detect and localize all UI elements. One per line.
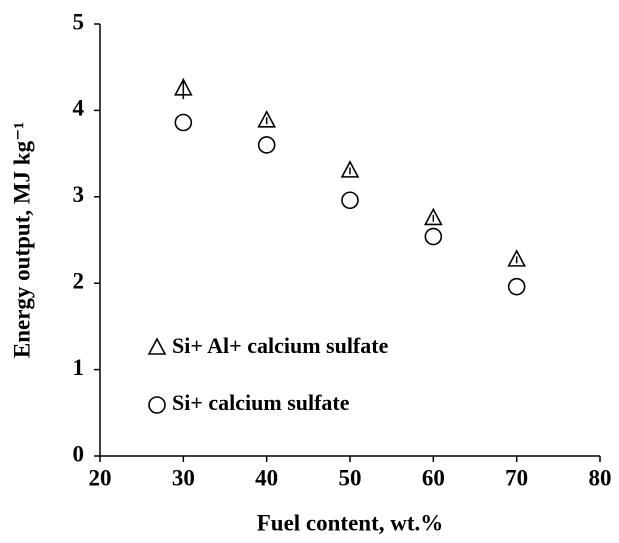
- circle-marker: [174, 113, 193, 132]
- x-tick-label: 70: [505, 465, 528, 490]
- x-tick-label: 80: [589, 465, 612, 490]
- x-tick-label: 50: [339, 465, 362, 490]
- y-axis-title: Energy output, MJ kg⁻¹: [9, 122, 34, 358]
- y-tick-label: 5: [73, 9, 85, 34]
- triangle-marker: [423, 207, 443, 226]
- triangle-marker: [257, 110, 277, 128]
- legend-label: Si+ Al+ calcium sulfate: [172, 333, 389, 358]
- legend-label: Si+ calcium sulfate: [172, 390, 350, 415]
- y-tick-label: 4: [73, 96, 85, 121]
- circle-marker: [257, 136, 276, 154]
- y-tick-label: 3: [73, 182, 85, 207]
- triangle-marker: [507, 249, 527, 267]
- x-tick-label: 30: [172, 465, 195, 490]
- circle-marker: [507, 277, 526, 296]
- circle-marker: [148, 396, 166, 414]
- triangle-marker: [147, 337, 167, 355]
- triangle-marker: [173, 78, 193, 96]
- x-tick-label: 40: [255, 465, 278, 490]
- y-tick-label: 1: [73, 355, 85, 380]
- x-tick-label: 20: [89, 465, 112, 490]
- y-tick-label: 2: [73, 268, 85, 293]
- y-tick-label: 0: [73, 441, 85, 466]
- x-tick-label: 60: [422, 465, 445, 490]
- triangle-marker: [340, 160, 360, 178]
- circle-marker: [424, 227, 443, 246]
- x-axis-title: Fuel content, wt.%: [257, 510, 444, 535]
- circle-marker: [341, 191, 359, 210]
